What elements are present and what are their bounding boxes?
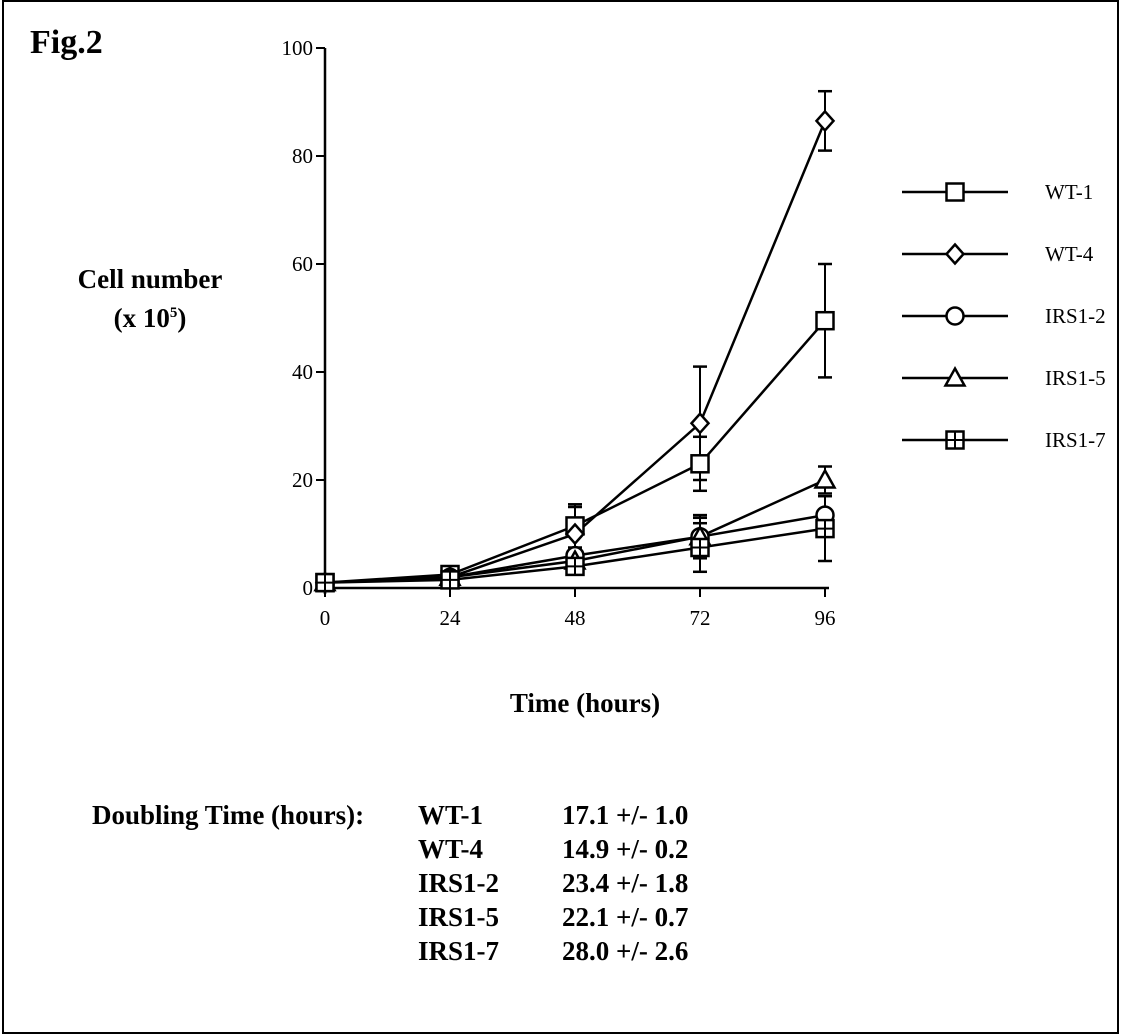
y-tick-label: 20 xyxy=(292,468,313,492)
doubling-row-name: IRS1-2 xyxy=(418,868,500,898)
data-point-wt-1 xyxy=(690,454,710,474)
doubling-row-value: 22.1 +/- 0.7 xyxy=(562,902,689,932)
y-axis-label: Cell number (x 105) xyxy=(70,262,230,335)
legend-label: IRS1-5 xyxy=(1045,366,1106,390)
doubling-row: WT-4 14.9 +/- 0.2 xyxy=(0,834,1123,866)
doubling-row: IRS1-2 23.4 +/- 1.8 xyxy=(0,868,1123,900)
y-axis-unit-exponent: 5 xyxy=(169,305,178,321)
doubling-row-value: 17.1 +/- 1.0 xyxy=(562,800,689,830)
doubling-row-value: 23.4 +/- 1.8 xyxy=(562,868,689,898)
legend-marker xyxy=(945,182,965,202)
legend-label: IRS1-2 xyxy=(1045,304,1106,328)
y-tick-label: 40 xyxy=(292,360,313,384)
legend-label: WT-1 xyxy=(1045,180,1093,204)
legend-marker xyxy=(943,365,967,387)
y-tick-label: 80 xyxy=(292,144,313,168)
legend-label: IRS1-7 xyxy=(1045,428,1106,452)
doubling-time-heading: Doubling Time (hours): xyxy=(92,800,365,830)
y-axis-label-text: Cell number xyxy=(77,264,223,294)
x-tick-label: 24 xyxy=(440,606,462,630)
doubling-row: IRS1-7 28.0 +/- 2.6 xyxy=(0,936,1123,968)
x-axis-label: Time (hours) xyxy=(509,688,661,718)
doubling-row-value: 28.0 +/- 2.6 xyxy=(562,936,689,966)
doubling-row: IRS1-5 22.1 +/- 0.7 xyxy=(0,902,1123,934)
doubling-time-table: Doubling Time (hours): WT-1 17.1 +/- 1.0… xyxy=(0,800,1123,1000)
x-tick-label: 48 xyxy=(565,606,586,630)
doubling-row-value: 14.9 +/- 0.2 xyxy=(562,834,689,864)
data-point-wt-4 xyxy=(564,522,586,546)
legend-marker xyxy=(945,306,965,326)
y-tick-label: 60 xyxy=(292,252,313,276)
doubling-row-name: WT-1 xyxy=(418,800,484,830)
y-tick-label: 0 xyxy=(303,576,314,600)
legend-marker xyxy=(944,242,966,266)
y-axis-unit-close: ) xyxy=(177,303,187,333)
y-axis-unit: (x 105) xyxy=(70,296,230,335)
doubling-row-name: IRS1-7 xyxy=(418,936,500,966)
data-point-irs1-5 xyxy=(813,467,837,489)
figure-label: Fig.2 xyxy=(30,24,103,61)
data-point-wt-1 xyxy=(815,310,835,331)
x-tick-label: 0 xyxy=(320,606,331,630)
x-tick-label: 72 xyxy=(690,606,711,630)
data-point-wt-4 xyxy=(689,411,711,435)
data-point-wt-4 xyxy=(814,109,836,133)
y-tick-label: 100 xyxy=(282,36,314,60)
doubling-row-name: IRS1-5 xyxy=(418,902,500,932)
x-tick-label: 96 xyxy=(815,606,836,630)
doubling-row: WT-1 17.1 +/- 1.0 xyxy=(0,800,1123,832)
legend-label: WT-4 xyxy=(1045,242,1094,266)
doubling-row-name: WT-4 xyxy=(418,834,484,864)
y-axis-unit-base: (x 10 xyxy=(113,303,170,333)
